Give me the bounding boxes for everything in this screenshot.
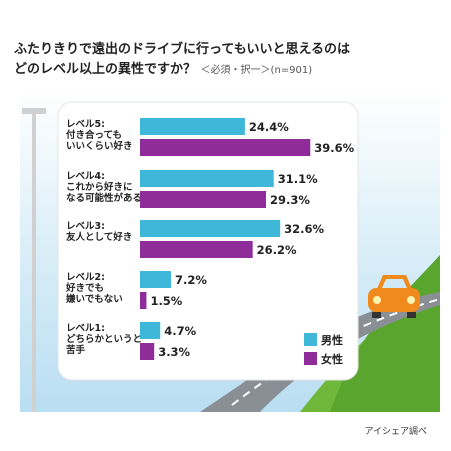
data-label: 29.3% bbox=[270, 193, 310, 207]
data-label: 4.7% bbox=[164, 324, 196, 338]
car-icon bbox=[368, 275, 420, 318]
bar-male bbox=[140, 170, 274, 187]
legend-label: 男性 bbox=[321, 333, 343, 347]
data-label: 31.1% bbox=[278, 172, 318, 186]
title-note: ＜必須・択一＞ bbox=[200, 65, 271, 76]
chart-title: ふたりきりで遠出のドライブに行ってもいいと思えるのは どのレベル以上の異性ですか… bbox=[14, 40, 444, 81]
bar-female bbox=[140, 241, 253, 258]
bar-female bbox=[140, 191, 266, 208]
legend-swatch bbox=[304, 333, 317, 346]
bar-male bbox=[140, 220, 281, 237]
category-label: レベル1:どちらかというと苦手 bbox=[66, 323, 142, 356]
title-line-1: ふたりきりで遠出のドライブに行ってもいいと思えるのは bbox=[14, 42, 351, 57]
bar-female bbox=[140, 343, 155, 360]
data-label: 26.2% bbox=[257, 243, 297, 257]
data-label: 24.4% bbox=[249, 120, 289, 134]
legend-label: 女性 bbox=[321, 352, 343, 366]
data-label: 39.6% bbox=[314, 141, 354, 155]
data-label: 32.6% bbox=[284, 222, 324, 236]
bar-female bbox=[140, 139, 311, 156]
category-label: レベル4:これから好きになる可能性がある bbox=[66, 171, 142, 204]
data-label: 7.2% bbox=[175, 273, 207, 287]
category-label: レベル5:付き合ってもいいくらい好き bbox=[66, 119, 133, 152]
title-line-2: どのレベル以上の異性ですか？ ＜必須・択一＞(n=901) bbox=[14, 60, 444, 81]
title-question: どのレベル以上の異性ですか？ bbox=[14, 62, 197, 77]
category-label: レベル3:友人として好き bbox=[65, 221, 132, 243]
data-label: 3.3% bbox=[158, 345, 190, 359]
source-credit: アイシェア調べ bbox=[364, 427, 427, 437]
bar-male bbox=[140, 271, 171, 288]
pole-left-cap bbox=[22, 108, 46, 114]
pole-left bbox=[32, 108, 36, 412]
bar-female bbox=[140, 292, 147, 309]
bar-male bbox=[140, 322, 161, 339]
legend-swatch bbox=[304, 352, 317, 365]
category-label: レベル2:好きでも嫌いでもない bbox=[65, 272, 123, 305]
data-label: 1.5% bbox=[150, 294, 182, 308]
sample-size: (n=901) bbox=[270, 65, 313, 76]
bar-male bbox=[140, 118, 245, 135]
